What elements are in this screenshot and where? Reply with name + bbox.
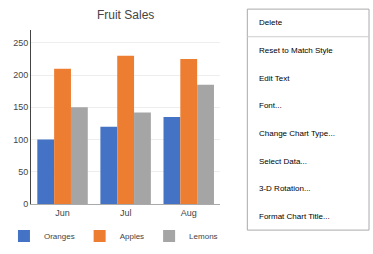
svg-text:Reset to Match Style: Reset to Match Style xyxy=(259,46,333,55)
svg-text:Fruit Sales: Fruit Sales xyxy=(97,8,154,22)
svg-text:200: 200 xyxy=(13,70,28,80)
svg-text:Oranges: Oranges xyxy=(44,232,75,241)
svg-text:Format Chart Title...: Format Chart Title... xyxy=(259,212,330,221)
svg-text:100: 100 xyxy=(13,135,28,145)
svg-text:Lemons: Lemons xyxy=(189,232,217,241)
svg-text:Select Data...: Select Data... xyxy=(259,157,307,166)
svg-text:3-D Rotation...: 3-D Rotation... xyxy=(259,184,311,193)
svg-text:Font...: Font... xyxy=(259,101,282,110)
svg-text:Jun: Jun xyxy=(55,208,70,218)
svg-text:150: 150 xyxy=(13,102,28,112)
svg-text:Edit Text: Edit Text xyxy=(259,74,290,83)
svg-text:Jul: Jul xyxy=(120,208,132,218)
svg-text:50: 50 xyxy=(18,167,28,177)
svg-text:Delete: Delete xyxy=(259,18,283,27)
svg-text:250: 250 xyxy=(13,38,28,48)
svg-text:0: 0 xyxy=(23,199,28,209)
svg-text:Apples: Apples xyxy=(120,232,144,241)
svg-text:Change Chart Type...: Change Chart Type... xyxy=(259,129,335,138)
svg-text:Aug: Aug xyxy=(181,208,197,218)
